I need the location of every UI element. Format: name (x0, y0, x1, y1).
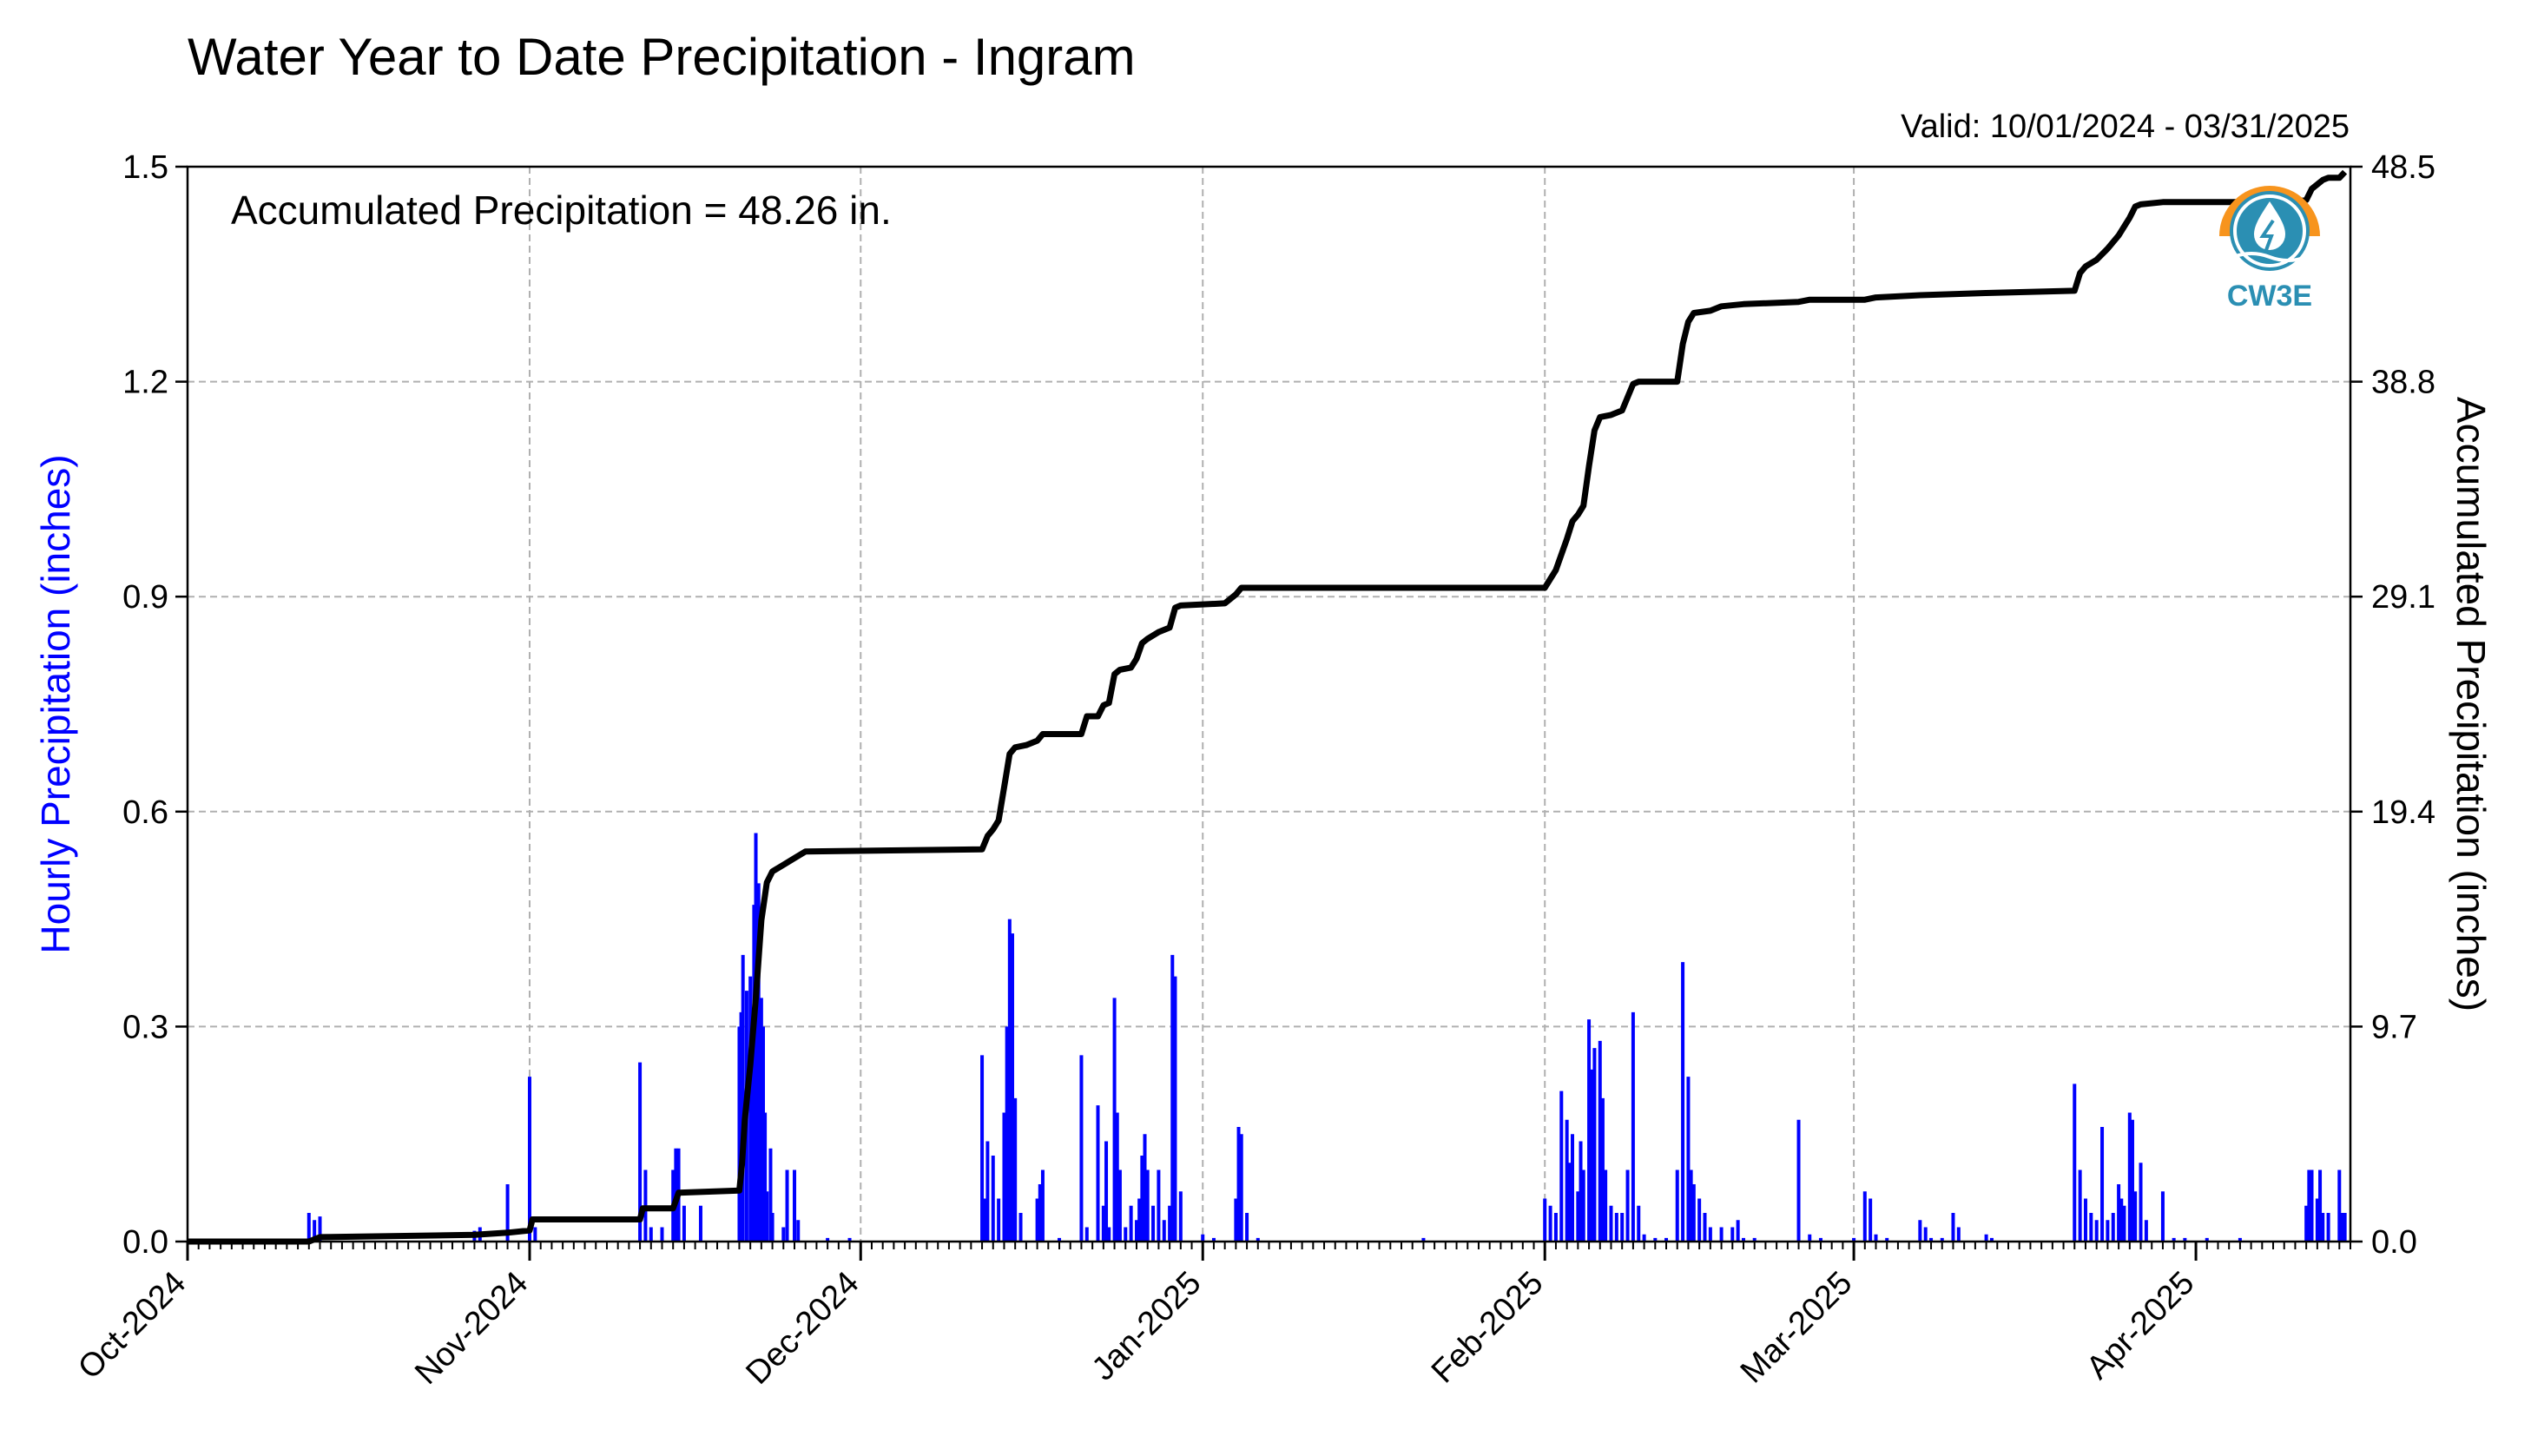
left-tick-label: 0.3 (122, 1009, 168, 1045)
right-tick-label: 29.1 (2371, 579, 2435, 616)
x-month-label: Jan-2025 (1085, 1265, 1209, 1388)
x-month-label: Oct-2024 (71, 1265, 193, 1387)
x-month-label: Nov-2024 (408, 1265, 535, 1392)
valid-date-range: Valid: 10/01/2024 - 03/31/2025 (1901, 109, 2350, 145)
right-axis: 0.0 9.7 19.4 29.1 38.8 48.5 (2350, 149, 2435, 1261)
x-month-label: Mar-2025 (1734, 1265, 1860, 1391)
left-tick-label: 0.6 (122, 794, 168, 831)
chart-title: Water Year to Date Precipitation - Ingra… (188, 28, 1136, 86)
x-month-label: Dec-2024 (739, 1265, 866, 1392)
left-tick-label: 1.5 (122, 149, 168, 186)
right-tick-label: 38.8 (2371, 365, 2435, 401)
left-tick-label: 1.2 (122, 365, 168, 401)
left-tick-label: 0.0 (122, 1224, 168, 1261)
logo-ring (2233, 194, 2306, 267)
logo-text: CW3E (2227, 280, 2312, 313)
x-axis: Oct-2024 Nov-2024 Dec-2024 Jan-2025 Feb-2025… (71, 1242, 2351, 1392)
wave-icon (2232, 252, 2307, 262)
x-month-label: Apr-2025 (2080, 1265, 2201, 1387)
accumulated-annotation: Accumulated Precipitation = 48.26 in. (231, 188, 892, 233)
left-axis: 0.0 0.3 0.6 0.9 1.2 1.5 (122, 149, 188, 1261)
left-axis-label: Hourly Precipitation (inches) (33, 454, 78, 953)
gridlines (188, 167, 2350, 1242)
accumulated-precipitation-line (188, 169, 2348, 1245)
plot-frame (186, 165, 2352, 1243)
right-tick-label: 9.7 (2371, 1009, 2417, 1045)
left-tick-label: 0.9 (122, 579, 168, 616)
x-month-label: Feb-2025 (1425, 1265, 1551, 1391)
right-tick-label: 48.5 (2371, 149, 2435, 186)
right-axis-label: Accumulated Precipitation (inches) (2449, 397, 2494, 1011)
hourly-precipitation-bars (306, 833, 2347, 1242)
bolt-icon (2259, 219, 2275, 251)
cw3e-logo: CW3E (2219, 186, 2320, 313)
right-tick-label: 19.4 (2371, 794, 2435, 831)
right-tick-label: 0.0 (2371, 1224, 2417, 1261)
